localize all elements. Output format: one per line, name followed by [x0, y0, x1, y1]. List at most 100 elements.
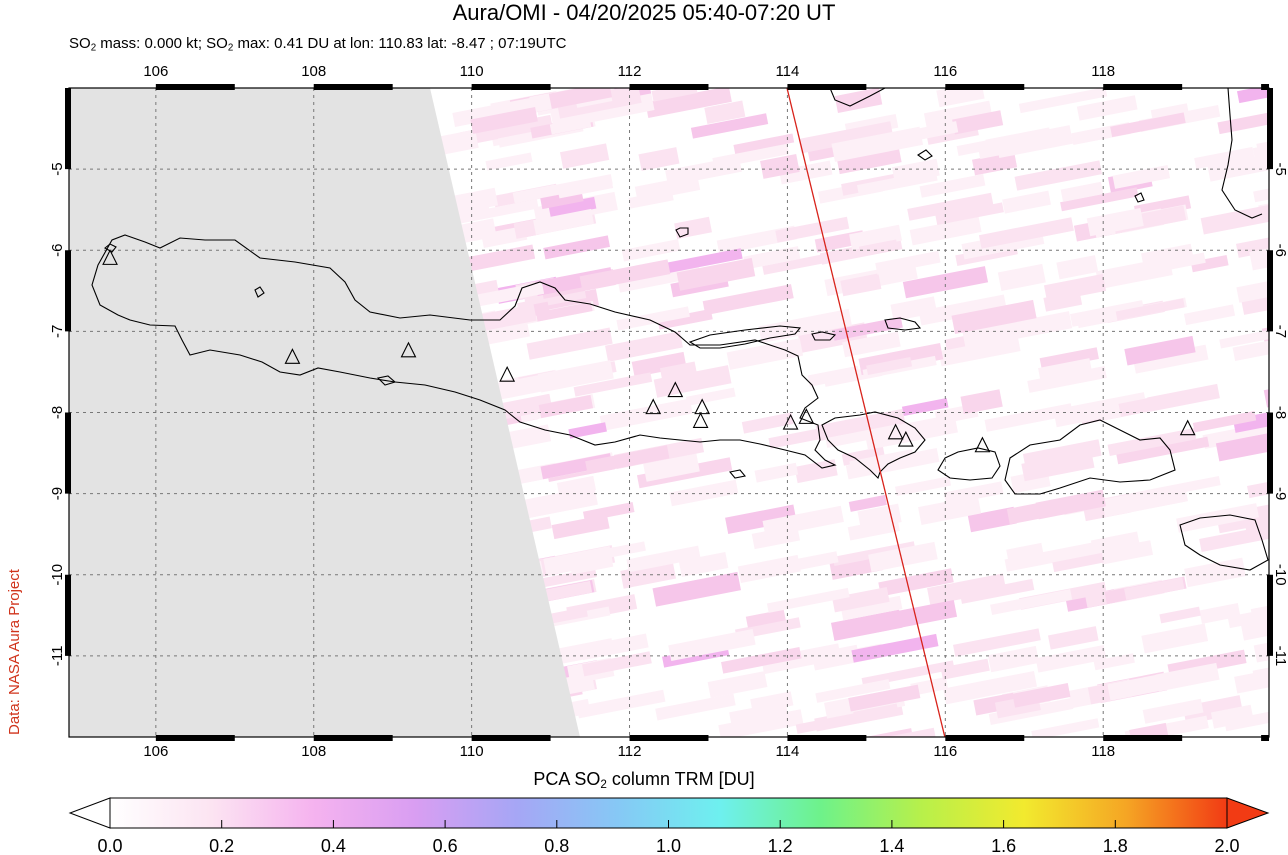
- volcano-marker: [1179, 419, 1196, 436]
- volcano-marker: [645, 398, 662, 415]
- so2-pixel: [1176, 503, 1259, 533]
- lat-tick-label: -8: [49, 406, 66, 419]
- so2-pixel: [1232, 407, 1269, 433]
- so2-pixel: [468, 244, 536, 271]
- so2-pixel: [987, 645, 1040, 673]
- map-subtitle: SO2 mass: 0.000 kt; SO2 max: 0.41 DU at …: [69, 35, 567, 54]
- volcano-marker: [400, 341, 417, 358]
- colorbar-tick-label: 0.8: [544, 836, 569, 855]
- so2-pixel: [1240, 617, 1269, 641]
- so2-pixel: [1190, 254, 1229, 273]
- so2-pixel: [865, 121, 959, 150]
- so2-pixel: [891, 158, 940, 185]
- so2-pixel: [762, 252, 834, 275]
- so2-pixel: [674, 216, 712, 240]
- colorbar-tick-label: 1.0: [656, 836, 681, 855]
- frame-segment: [1103, 84, 1183, 90]
- so2-pixel: [775, 216, 850, 243]
- lon-tick-label: 112: [618, 743, 642, 760]
- so2-pixel: [1192, 410, 1257, 433]
- so2-pixel: [676, 257, 756, 291]
- so2-pixel: [864, 414, 958, 450]
- lon-tick-label: 114: [775, 743, 799, 760]
- latitude-labels-left: -5 -6 -7 -8 -9 -10 -11: [49, 162, 66, 666]
- volcano-marker: [887, 423, 904, 440]
- so2-pixel: [1035, 644, 1107, 673]
- so2-pixel: [869, 599, 958, 634]
- lat-tick-label: -9: [49, 487, 66, 500]
- lon-tick-label: 114: [775, 63, 799, 80]
- frame-segment: [945, 735, 1025, 741]
- so2-pixel: [1121, 484, 1186, 514]
- so2-pixel: [453, 199, 539, 225]
- so2-pixel: [878, 568, 954, 597]
- so2-pixel: [721, 646, 802, 674]
- so2-pixel: [1107, 427, 1197, 457]
- so2-pixel: [704, 100, 746, 124]
- so2-pixel: [849, 449, 915, 476]
- frame-segment: [155, 735, 235, 741]
- frame-segment: [65, 88, 71, 170]
- colorbar-ticks: 0.0 0.2 0.4 0.6 0.8 1.0 1.2 1.4 1.6 1.8 2.0: [97, 820, 1240, 855]
- frame-segment: [471, 84, 551, 90]
- so2-pixel: [568, 422, 607, 439]
- so2-pixel: [626, 545, 701, 573]
- lat-tick-label: -7: [1272, 325, 1288, 338]
- lon-tick-label: 118: [1091, 743, 1115, 760]
- so2-pixel: [760, 154, 800, 179]
- so2-map: 106 108 110 112 114 116 118 106 108 110 112 114 116…: [49, 63, 1288, 760]
- so2-pixel: [1110, 112, 1186, 138]
- so2-pixel: [1142, 698, 1204, 724]
- frame-segment: [313, 735, 393, 741]
- so2-pixel: [1018, 88, 1108, 114]
- lat-tick-label: -6: [1272, 244, 1288, 257]
- so2-pixel: [1116, 436, 1210, 465]
- so2-pixel: [1017, 219, 1070, 241]
- longitude-labels-bottom: 106 108 110 112 114 116 118: [143, 743, 1115, 760]
- so2-pixel: [659, 361, 698, 382]
- so2-pixel: [938, 335, 1021, 367]
- so2-pixel: [548, 196, 597, 218]
- so2-pixel: [907, 192, 994, 221]
- so2-pixel: [477, 281, 545, 307]
- so2-pixel: [910, 676, 949, 696]
- so2-pixel: [1006, 497, 1072, 525]
- orbit-track-line: [786, 88, 946, 737]
- so2-pixel: [549, 116, 592, 135]
- so2-pixel: [1043, 273, 1107, 303]
- so2-pixel: [1112, 165, 1171, 189]
- colorbar-tick-label: 1.4: [879, 836, 904, 855]
- lat-tick-label: -5: [1272, 162, 1288, 175]
- frame-segment: [1103, 735, 1183, 741]
- so2-pixel: [726, 338, 804, 370]
- lon-tick-label: 110: [460, 63, 484, 80]
- so2-pixel: [546, 639, 612, 663]
- so2-pixel: [1012, 683, 1071, 708]
- so2-pixel: [1155, 662, 1220, 692]
- frame-segment: [1267, 412, 1273, 494]
- so2-pixel: [1194, 146, 1255, 170]
- so2-pixel: [858, 239, 899, 257]
- so2-pixel: [599, 398, 693, 432]
- so2-pixel: [923, 100, 993, 131]
- so2-pixel: [779, 160, 833, 185]
- so2-pixel: [551, 514, 610, 540]
- so2-pixel: [1124, 335, 1196, 366]
- so2-pixel: [1006, 542, 1044, 561]
- so2-pixel: [1207, 151, 1269, 182]
- so2-pixel: [1236, 270, 1269, 303]
- colorbar-under-arrow: [68, 797, 111, 829]
- map-frame: [65, 84, 1273, 741]
- frame-segment: [787, 735, 867, 741]
- so2-pixel: [1014, 160, 1103, 191]
- so2-pixel: [834, 88, 883, 114]
- so2-pixel: [919, 173, 986, 198]
- so2-pixel: [1002, 190, 1052, 214]
- colorbar-tick-label: 1.8: [1103, 836, 1128, 855]
- map-title: Aura/OMI - 04/20/2025 05:40-07:20 UT: [452, 0, 836, 25]
- so2-pixel: [1235, 230, 1269, 258]
- lon-tick-label: 112: [618, 63, 642, 80]
- so2-pixel: [585, 445, 670, 475]
- so2-pixel: [1021, 450, 1095, 482]
- so2-pixel: [1267, 499, 1269, 530]
